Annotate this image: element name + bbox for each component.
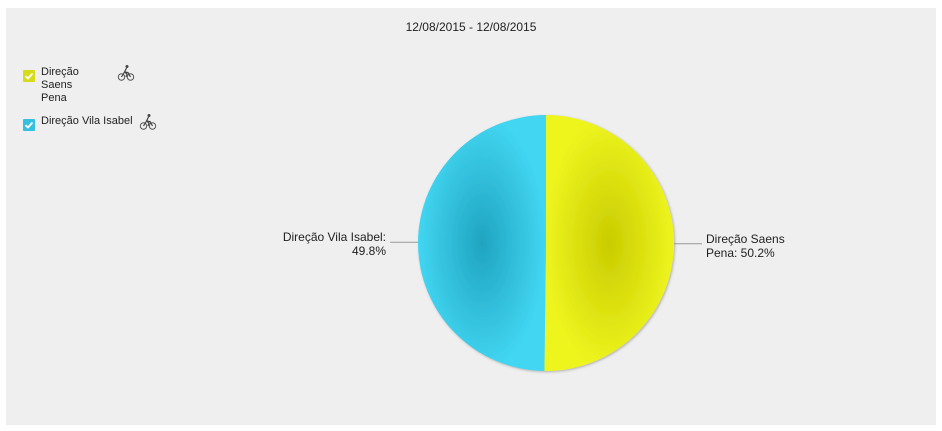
legend-label-vila-isabel: Direção Vila Isabel [41,115,133,127]
legend-checkbox-vila-isabel[interactable] [23,119,35,131]
slice-label-1: Direção Vila Isabel: 49.8% [283,230,386,258]
chart-title: 12/08/2015 - 12/08/2015 [405,20,537,34]
legend: Direção Saens Pena Direção Vila Isabel [23,65,157,141]
slice-label-0: Direção Saens Pena: 50.2% [706,232,785,260]
chart-panel: 12/08/2015 - 12/08/2015 Direção Saens Pe… [6,8,936,425]
bicycle-icon [139,114,156,130]
legend-label-saens-pena: Direção Saens Pena [41,66,79,104]
pie-slice-1[interactable] [417,115,546,371]
legend-checkbox-saens-pena[interactable] [23,70,35,82]
bicycle-icon [117,65,135,81]
legend-item-saens-pena[interactable]: Direção Saens Pena [23,65,157,105]
pie-slice-0[interactable] [544,115,674,371]
pie-chart: Direção Saens Pena: 50.2% Direção Vila Isa… [283,115,785,371]
legend-item-vila-isabel[interactable]: Direção Vila Isabel [23,114,157,131]
